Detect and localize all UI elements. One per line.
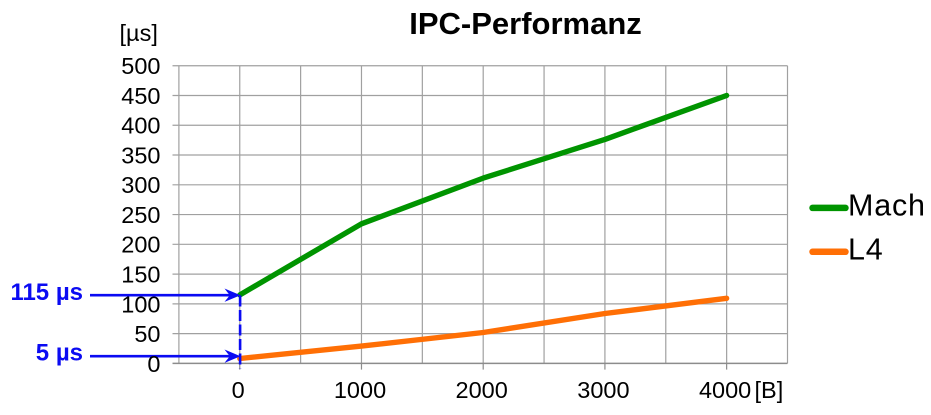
svg-text:[B]: [B]	[755, 377, 784, 403]
svg-text:150: 150	[121, 262, 160, 288]
svg-text:450: 450	[121, 83, 160, 109]
svg-text:L4: L4	[848, 233, 884, 267]
svg-text:0: 0	[147, 351, 160, 377]
svg-text:400: 400	[121, 113, 160, 139]
svg-text:115 µs: 115 µs	[10, 279, 83, 306]
svg-text:3000: 3000	[577, 377, 629, 403]
svg-text:500: 500	[121, 53, 160, 79]
svg-text:IPC-Performanz: IPC-Performanz	[409, 6, 642, 41]
svg-text:5 µs: 5 µs	[36, 340, 83, 367]
svg-text:250: 250	[121, 202, 160, 228]
svg-text:4000: 4000	[699, 377, 751, 403]
svg-text:200: 200	[121, 232, 160, 258]
svg-text:1000: 1000	[334, 377, 386, 403]
svg-text:Mach: Mach	[848, 188, 926, 222]
svg-text:300: 300	[121, 172, 160, 198]
svg-text:350: 350	[121, 142, 160, 168]
svg-text:100: 100	[121, 291, 160, 317]
svg-text:[µs]: [µs]	[120, 20, 158, 46]
svg-text:0: 0	[232, 377, 245, 403]
svg-text:2000: 2000	[456, 377, 508, 403]
svg-text:50: 50	[134, 321, 160, 347]
